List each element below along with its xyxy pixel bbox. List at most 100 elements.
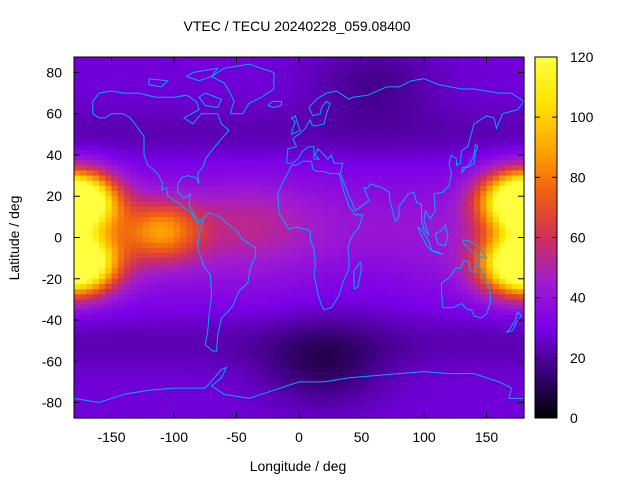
heatmap-cell bbox=[499, 191, 506, 197]
heatmap-cell bbox=[224, 103, 231, 110]
heatmap-cell bbox=[342, 113, 350, 120]
heatmap-cell bbox=[192, 304, 200, 311]
heatmap-cell bbox=[86, 154, 94, 161]
heatmap-cell bbox=[411, 134, 419, 141]
heatmap-cell bbox=[467, 345, 475, 352]
heatmap-cell bbox=[236, 201, 244, 208]
heatmap-cell bbox=[224, 278, 231, 285]
heatmap-cell bbox=[105, 82, 113, 89]
heatmap-cell bbox=[136, 144, 144, 151]
heatmap-cell bbox=[355, 361, 363, 368]
heatmap-cell bbox=[199, 242, 206, 249]
heatmap-cell bbox=[461, 222, 469, 228]
chart-title: VTEC / TECU 20240228_059.08400 bbox=[183, 18, 410, 34]
heatmap-cell bbox=[480, 320, 488, 326]
heatmap-cell bbox=[411, 273, 419, 280]
heatmap-cell bbox=[174, 252, 181, 259]
heatmap-cell bbox=[180, 376, 188, 383]
heatmap-cell bbox=[442, 387, 450, 393]
heatmap-cell bbox=[349, 356, 356, 362]
heatmap-cell bbox=[411, 387, 419, 393]
heatmap-cell bbox=[336, 191, 344, 197]
heatmap-cell bbox=[311, 87, 319, 94]
heatmap-cell bbox=[236, 392, 244, 398]
heatmap-cell bbox=[342, 160, 350, 166]
heatmap-cell bbox=[299, 160, 306, 166]
heatmap-cell bbox=[511, 216, 519, 223]
heatmap-cell bbox=[411, 108, 419, 115]
heatmap-cell bbox=[424, 247, 431, 254]
heatmap-cell bbox=[436, 98, 444, 105]
heatmap-cell bbox=[499, 103, 506, 110]
heatmap-cell bbox=[174, 227, 181, 233]
heatmap-cell bbox=[449, 232, 456, 239]
heatmap-cell bbox=[186, 185, 194, 192]
heatmap-cell bbox=[455, 356, 463, 362]
heatmap-cell bbox=[480, 160, 488, 166]
heatmap-cell bbox=[205, 191, 213, 197]
heatmap-cell bbox=[405, 93, 413, 99]
heatmap-cell bbox=[105, 201, 113, 208]
heatmap-cell bbox=[374, 165, 381, 172]
heatmap-cell bbox=[380, 412, 388, 419]
heatmap-cell bbox=[361, 345, 369, 352]
heatmap-cell bbox=[299, 103, 306, 110]
heatmap-cell bbox=[186, 180, 194, 187]
heatmap-cell bbox=[124, 206, 131, 213]
heatmap-cell bbox=[230, 263, 238, 270]
heatmap-cell bbox=[261, 57, 269, 63]
heatmap-cell bbox=[474, 57, 481, 63]
heatmap-cell bbox=[180, 82, 188, 89]
heatmap-cell bbox=[149, 211, 156, 218]
heatmap-cell bbox=[492, 232, 500, 239]
heatmap-cell bbox=[380, 62, 388, 68]
heatmap-cell bbox=[249, 129, 256, 135]
heatmap-cell bbox=[317, 227, 325, 233]
heatmap-cell bbox=[505, 361, 513, 368]
heatmap-cell bbox=[286, 392, 294, 398]
heatmap-cell bbox=[199, 340, 206, 347]
heatmap-cell bbox=[280, 62, 288, 68]
heatmap-cell bbox=[92, 154, 100, 161]
heatmap-cell bbox=[274, 392, 281, 398]
heatmap-cell bbox=[342, 366, 350, 373]
heatmap-cell bbox=[111, 278, 119, 285]
heatmap-cell bbox=[305, 124, 313, 130]
heatmap-cell bbox=[499, 381, 506, 388]
heatmap-cell bbox=[455, 77, 463, 84]
heatmap-cell bbox=[467, 232, 475, 239]
heatmap-cell bbox=[142, 242, 150, 249]
heatmap-cell bbox=[99, 258, 106, 264]
heatmap-cell bbox=[330, 320, 338, 326]
heatmap-cell bbox=[161, 72, 169, 79]
heatmap-cell bbox=[474, 87, 481, 94]
heatmap-cell bbox=[467, 376, 475, 383]
heatmap-cell bbox=[174, 356, 181, 362]
heatmap-cell bbox=[411, 314, 419, 321]
heatmap-cell bbox=[480, 113, 488, 120]
heatmap-cell bbox=[317, 263, 325, 270]
heatmap-cell bbox=[186, 397, 194, 404]
heatmap-cell bbox=[80, 273, 88, 280]
heatmap-cell bbox=[105, 268, 113, 275]
heatmap-cell bbox=[349, 340, 356, 347]
heatmap-cell bbox=[367, 175, 375, 182]
heatmap-cell bbox=[86, 273, 94, 280]
heatmap-cell bbox=[280, 93, 288, 99]
heatmap-cell bbox=[217, 320, 225, 326]
heatmap-cell bbox=[442, 134, 450, 141]
heatmap-cell bbox=[286, 185, 294, 192]
heatmap-cell bbox=[442, 232, 450, 239]
heatmap-cell bbox=[511, 232, 519, 239]
heatmap-cell bbox=[361, 57, 369, 63]
heatmap-cell bbox=[155, 196, 163, 202]
heatmap-cell bbox=[205, 273, 213, 280]
heatmap-cell bbox=[211, 314, 219, 321]
heatmap-cell bbox=[217, 103, 225, 110]
heatmap-cell bbox=[392, 191, 400, 197]
heatmap-cell bbox=[180, 201, 188, 208]
heatmap-cell bbox=[342, 201, 350, 208]
heatmap-cell bbox=[99, 371, 106, 378]
heatmap-cell bbox=[386, 201, 394, 208]
heatmap-cell bbox=[424, 345, 431, 352]
